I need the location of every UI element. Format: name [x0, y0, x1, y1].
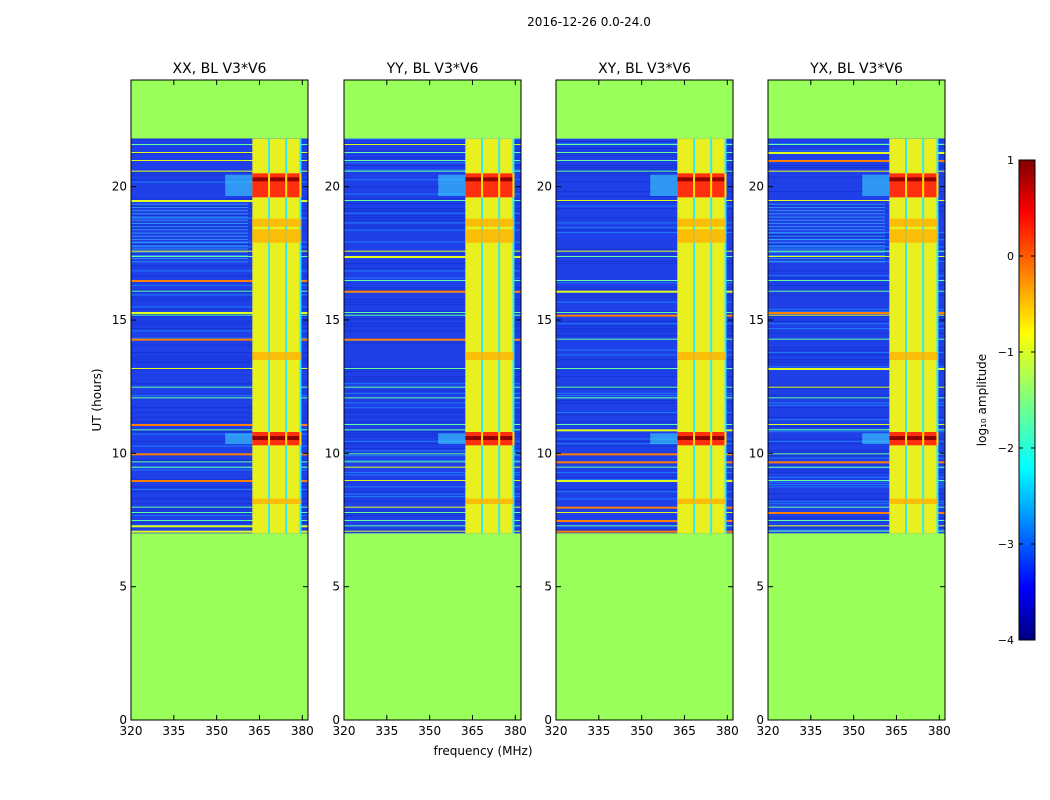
y-tick-label: 20: [749, 180, 764, 194]
y-tick-label: 20: [112, 180, 127, 194]
colorbar-tick-label: 0: [1007, 250, 1014, 263]
x-tick-label: 350: [418, 724, 441, 738]
y-tick-label: 5: [544, 580, 552, 594]
x-tick-label: 365: [461, 724, 484, 738]
y-tick-label: 20: [537, 180, 552, 194]
heatmap-image: [768, 80, 945, 720]
colorbar-tick-label: −4: [998, 634, 1014, 647]
panel-title: YX, BL V3*V6: [809, 61, 903, 77]
x-tick-label: 365: [248, 724, 271, 738]
x-tick-label: 380: [928, 724, 951, 738]
y-tick-label: 10: [112, 446, 127, 460]
y-tick-label: 5: [332, 580, 340, 594]
colorbar-tick-label: −1: [998, 346, 1014, 359]
y-tick-label: 0: [544, 713, 552, 727]
y-tick-label: 5: [756, 580, 764, 594]
colorbar-frame: [1018, 159, 1036, 641]
y-tick-label: 10: [537, 446, 552, 460]
panel-yy: YY, BL V3*V6 320 335 350 365 380 0 5 10 15 20: [325, 61, 527, 738]
y-tick-label: 5: [119, 580, 127, 594]
y-axis-label: UT (hours): [90, 368, 104, 431]
x-tick-label: 335: [375, 724, 398, 738]
y-tick-label: 15: [749, 313, 764, 327]
panel-title: XY, BL V3*V6: [598, 61, 691, 77]
panel-yx: YX, BL V3*V6 320 335 350 365 380 0 5 10 15 20: [749, 61, 951, 738]
panel-title: YY, BL V3*V6: [386, 61, 479, 77]
colorbar-tick-label: 1: [1007, 154, 1014, 167]
x-tick-label: 335: [162, 724, 185, 738]
figure-title: 2016-12-26 0.0-24.0: [527, 15, 651, 29]
y-tick-label: 15: [325, 313, 340, 327]
x-tick-label: 320: [757, 724, 780, 738]
y-tick-label: 0: [756, 713, 764, 727]
colorbar-label: log₁₀ amplitude: [975, 354, 989, 446]
colorbar-tick-label: −3: [998, 538, 1014, 551]
x-axis-label: frequency (MHz): [433, 744, 532, 758]
panel-title: XX, BL V3*V6: [173, 61, 267, 77]
panel-xx: XX, BL V3*V6 320 335 350 365 380 0 5 10 15 20: [112, 61, 314, 738]
x-tick-label: 380: [504, 724, 527, 738]
heatmap-image: [131, 80, 308, 720]
x-tick-label: 350: [205, 724, 228, 738]
panel-xy: XY, BL V3*V6 320 335 350 365 380 0 5 10 15 20: [537, 61, 739, 738]
x-tick-label: 335: [799, 724, 822, 738]
y-tick-label: 10: [325, 446, 340, 460]
x-tick-label: 350: [842, 724, 865, 738]
x-tick-label: 320: [120, 724, 143, 738]
y-tick-label: 15: [537, 313, 552, 327]
x-tick-label: 380: [716, 724, 739, 738]
colorbar-gradient: [1019, 160, 1035, 640]
y-tick-label: 15: [112, 313, 127, 327]
y-tick-label: 10: [749, 446, 764, 460]
x-tick-label: 365: [885, 724, 908, 738]
x-tick-label: 380: [291, 724, 314, 738]
colorbar-tick-label: −2: [998, 442, 1014, 455]
y-tick-label: 20: [325, 180, 340, 194]
y-tick-label: 0: [119, 713, 127, 727]
x-tick-label: 320: [545, 724, 568, 738]
heatmap-image: [344, 80, 521, 720]
x-tick-label: 365: [673, 724, 696, 738]
x-tick-label: 335: [587, 724, 610, 738]
x-tick-label: 320: [333, 724, 356, 738]
x-tick-label: 350: [630, 724, 653, 738]
heatmap-image: [556, 80, 733, 720]
y-tick-label: 0: [332, 713, 340, 727]
colorbar: −4 −3 −2 −1 0 1 log₁₀ amplitude: [975, 154, 1036, 647]
